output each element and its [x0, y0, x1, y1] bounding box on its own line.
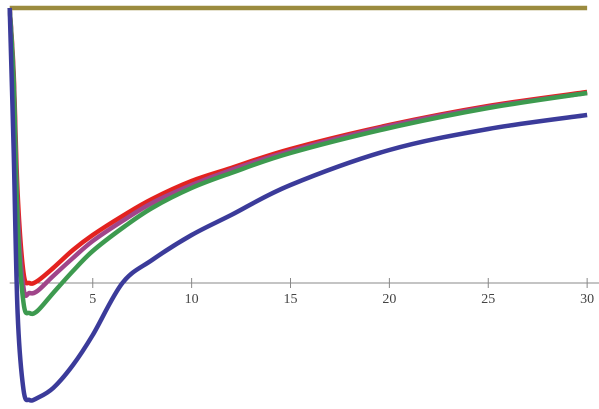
x-tick-label: 30 [580, 292, 594, 307]
line-series [7, 7, 588, 286]
line-series [7, 7, 588, 317]
line-series [7, 7, 588, 403]
x-tick-label: 15 [284, 292, 298, 307]
x-tick-label: 5 [89, 292, 96, 307]
x-tick-label: 20 [382, 292, 396, 307]
x-tick-label: 25 [481, 292, 495, 307]
x-tick-label: 10 [185, 292, 199, 307]
